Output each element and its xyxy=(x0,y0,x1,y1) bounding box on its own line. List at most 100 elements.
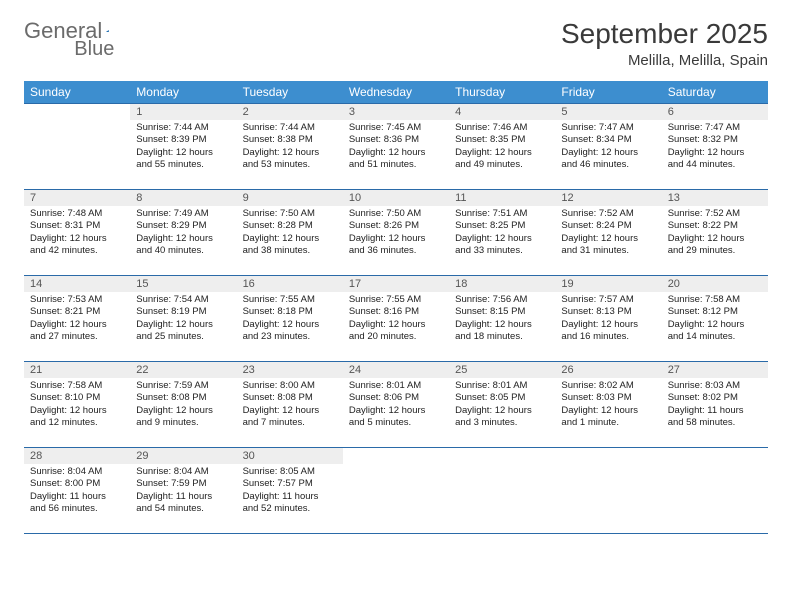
calendar-cell: 7Sunrise: 7:48 AMSunset: 8:31 PMDaylight… xyxy=(24,190,130,276)
sunset: Sunset: 8:02 PM xyxy=(668,392,762,404)
day-number: 10 xyxy=(343,190,449,206)
daylight: Daylight: 12 hours and 16 minutes. xyxy=(561,319,655,344)
sunset: Sunset: 8:21 PM xyxy=(30,306,124,318)
sunset: Sunset: 8:35 PM xyxy=(455,134,549,146)
sunset: Sunset: 8:38 PM xyxy=(243,134,337,146)
daylight: Daylight: 12 hours and 12 minutes. xyxy=(30,405,124,430)
sunset: Sunset: 8:00 PM xyxy=(30,478,124,490)
daylight: Daylight: 11 hours and 58 minutes. xyxy=(668,405,762,430)
sunrise: Sunrise: 8:05 AM xyxy=(243,466,337,478)
daylight: Daylight: 12 hours and 5 minutes. xyxy=(349,405,443,430)
calendar-row: 28 Sunrise: 8:04 AMSunset: 8:00 PM Dayligh… xyxy=(24,448,768,534)
daylight: Daylight: 12 hours and 42 minutes. xyxy=(30,233,124,258)
calendar-cell: 25Sunrise: 8:01 AMSunset: 8:05 PMDayligh… xyxy=(449,362,555,448)
weekday-header: Tuesday xyxy=(237,81,343,104)
daylight: Daylight: 12 hours and 38 minutes. xyxy=(243,233,337,258)
day-data: Sunrise: 8:03 AMSunset: 8:02 PMDaylight:… xyxy=(662,378,768,433)
sunrise: Sunrise: 7:45 AM xyxy=(349,122,443,134)
day-number: 29 xyxy=(130,448,236,464)
day-data: Sunrise: 7:52 AMSunset: 8:22 PMDaylight:… xyxy=(662,206,768,261)
sunset: Sunset: 8:22 PM xyxy=(668,220,762,232)
calendar-cell: 8Sunrise: 7:49 AMSunset: 8:29 PMDaylight… xyxy=(130,190,236,276)
day-data: Sunrise: 8:00 AMSunset: 8:08 PMDaylight:… xyxy=(237,378,343,433)
calendar-cell: 2Sunrise: 7:44 AMSunset: 8:38 PMDaylight… xyxy=(237,104,343,190)
day-number: 12 xyxy=(555,190,661,206)
sunset: Sunset: 8:25 PM xyxy=(455,220,549,232)
sunrise: Sunrise: 7:52 AM xyxy=(668,208,762,220)
day-number: 17 xyxy=(343,276,449,292)
sunrise: Sunrise: 7:59 AM xyxy=(136,380,230,392)
calendar-cell: 17Sunrise: 7:55 AMSunset: 8:16 PMDayligh… xyxy=(343,276,449,362)
sunset: Sunset: 8:08 PM xyxy=(243,392,337,404)
sunrise: Sunrise: 7:47 AM xyxy=(561,122,655,134)
day-number: 28 xyxy=(24,448,130,464)
month-title: September 2025 xyxy=(561,18,768,50)
sunrise: Sunrise: 8:02 AM xyxy=(561,380,655,392)
day-number: 27 xyxy=(662,362,768,378)
sunset: Sunset: 8:26 PM xyxy=(349,220,443,232)
calendar-cell: 13Sunrise: 7:52 AMSunset: 8:22 PMDayligh… xyxy=(662,190,768,276)
sunrise: Sunrise: 7:50 AM xyxy=(349,208,443,220)
calendar-cell: 20Sunrise: 7:58 AMSunset: 8:12 PMDayligh… xyxy=(662,276,768,362)
day-number: 1 xyxy=(130,104,236,120)
daylight: Daylight: 11 hours and 54 minutes. xyxy=(136,491,230,516)
day-data: Sunrise: 7:55 AMSunset: 8:18 PMDaylight:… xyxy=(237,292,343,347)
calendar-cell: 29Sunrise: 8:04 AMSunset: 7:59 PMDayligh… xyxy=(130,448,236,534)
sunrise: Sunrise: 7:53 AM xyxy=(30,294,124,306)
weekday-header: Sunday xyxy=(24,81,130,104)
day-number: 20 xyxy=(662,276,768,292)
calendar-cell: .. xyxy=(24,104,130,190)
daylight: Daylight: 12 hours and 51 minutes. xyxy=(349,147,443,172)
calendar-cell: 9Sunrise: 7:50 AMSunset: 8:28 PMDaylight… xyxy=(237,190,343,276)
day-number: 15 xyxy=(130,276,236,292)
sunrise: Sunrise: 8:04 AM xyxy=(30,466,124,478)
calendar-cell: 18Sunrise: 7:56 AMSunset: 8:15 PMDayligh… xyxy=(449,276,555,362)
calendar-cell: 6Sunrise: 7:47 AMSunset: 8:32 PMDaylight… xyxy=(662,104,768,190)
day-number: 13 xyxy=(662,190,768,206)
sunrise: Sunrise: 7:44 AM xyxy=(243,122,337,134)
daylight: Daylight: 12 hours and 23 minutes. xyxy=(243,319,337,344)
day-data: Sunrise: 7:57 AMSunset: 8:13 PMDaylight:… xyxy=(555,292,661,347)
daylight: Daylight: 12 hours and 29 minutes. xyxy=(668,233,762,258)
daylight: Daylight: 12 hours and 9 minutes. xyxy=(136,405,230,430)
calendar-row: 7Sunrise: 7:48 AMSunset: 8:31 PMDaylight… xyxy=(24,190,768,276)
daylight: Daylight: 12 hours and 44 minutes. xyxy=(668,147,762,172)
day-number: 7 xyxy=(24,190,130,206)
calendar-cell: 22Sunrise: 7:59 AMSunset: 8:08 PMDayligh… xyxy=(130,362,236,448)
daylight: Daylight: 12 hours and 27 minutes. xyxy=(30,319,124,344)
sunrise: Sunrise: 7:51 AM xyxy=(455,208,549,220)
sunset: Sunset: 8:13 PM xyxy=(561,306,655,318)
sunset: Sunset: 8:24 PM xyxy=(561,220,655,232)
calendar-cell: 15Sunrise: 7:54 AMSunset: 8:19 PMDayligh… xyxy=(130,276,236,362)
calendar-row: ..1Sunrise: 7:44 AMSunset: 8:39 PMDaylig… xyxy=(24,104,768,190)
calendar-cell: 23Sunrise: 8:00 AMSunset: 8:08 PMDayligh… xyxy=(237,362,343,448)
calendar-row: 14Sunrise: 7:53 AMSunset: 8:21 PMDayligh… xyxy=(24,276,768,362)
sunset: Sunset: 8:10 PM xyxy=(30,392,124,404)
calendar-cell: 14Sunrise: 7:53 AMSunset: 8:21 PMDayligh… xyxy=(24,276,130,362)
daylight: Daylight: 12 hours and 25 minutes. xyxy=(136,319,230,344)
sunset: Sunset: 8:29 PM xyxy=(136,220,230,232)
sunset: Sunset: 8:32 PM xyxy=(668,134,762,146)
sunset: Sunset: 8:16 PM xyxy=(349,306,443,318)
calendar-body: ..1Sunrise: 7:44 AMSunset: 8:39 PMDaylig… xyxy=(24,104,768,534)
day-number: 25 xyxy=(449,362,555,378)
day-number: 24 xyxy=(343,362,449,378)
calendar-cell: 4Sunrise: 7:46 AMSunset: 8:35 PMDaylight… xyxy=(449,104,555,190)
logo-text-blue: Blue xyxy=(74,38,114,61)
sunrise: Sunrise: 7:44 AM xyxy=(136,122,230,134)
sunrise: Sunrise: 7:54 AM xyxy=(136,294,230,306)
calendar-cell: 3Sunrise: 7:45 AMSunset: 8:36 PMDaylight… xyxy=(343,104,449,190)
day-number: 6 xyxy=(662,104,768,120)
day-data: Sunrise: 7:52 AMSunset: 8:24 PMDaylight:… xyxy=(555,206,661,261)
sunrise: Sunrise: 7:55 AM xyxy=(243,294,337,306)
sunset: Sunset: 8:15 PM xyxy=(455,306,549,318)
calendar-cell: 21Sunrise: 7:58 AMSunset: 8:10 PMDayligh… xyxy=(24,362,130,448)
weekday-header: Thursday xyxy=(449,81,555,104)
daylight: Daylight: 12 hours and 7 minutes. xyxy=(243,405,337,430)
sunset: Sunset: 8:39 PM xyxy=(136,134,230,146)
day-number: 3 xyxy=(343,104,449,120)
daylight: Daylight: 12 hours and 31 minutes. xyxy=(561,233,655,258)
daylight: Daylight: 12 hours and 1 minute. xyxy=(561,405,655,430)
sunrise: Sunrise: 8:00 AM xyxy=(243,380,337,392)
day-number: 8 xyxy=(130,190,236,206)
